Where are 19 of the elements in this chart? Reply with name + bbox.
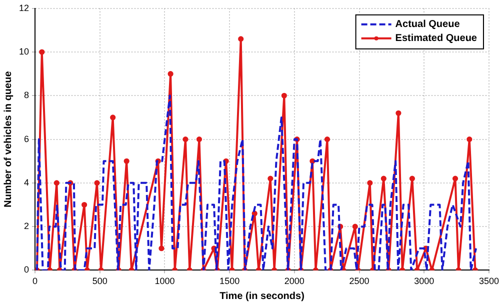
y-tick-label: 2 bbox=[24, 221, 30, 232]
y-axis-title: Number of vehicles in queue bbox=[2, 70, 14, 208]
x-tick-label: 3000 bbox=[414, 276, 434, 286]
legend-label: Estimated Queue bbox=[395, 33, 478, 44]
x-tick-label: 2500 bbox=[349, 276, 370, 286]
y-tick-label: 4 bbox=[24, 177, 30, 188]
y-tick-label: 6 bbox=[24, 134, 30, 144]
y-tick-label: 12 bbox=[18, 2, 30, 13]
y-tick-label: 10 bbox=[18, 46, 30, 57]
y-tick-label: 0 bbox=[24, 264, 30, 275]
x-tick-label: 3500 bbox=[478, 276, 500, 286]
x-tick-label: 2000 bbox=[284, 276, 304, 286]
x-tick-label: 500 bbox=[92, 276, 108, 286]
x-tick-label: 1500 bbox=[220, 276, 240, 286]
x-axis-title: Time (in seconds) bbox=[220, 290, 304, 302]
y-tick-label: 8 bbox=[24, 90, 30, 100]
x-tick-label: 1000 bbox=[154, 276, 175, 286]
legend-label: Actual Queue bbox=[395, 19, 460, 30]
x-tick-label: 0 bbox=[32, 276, 38, 286]
